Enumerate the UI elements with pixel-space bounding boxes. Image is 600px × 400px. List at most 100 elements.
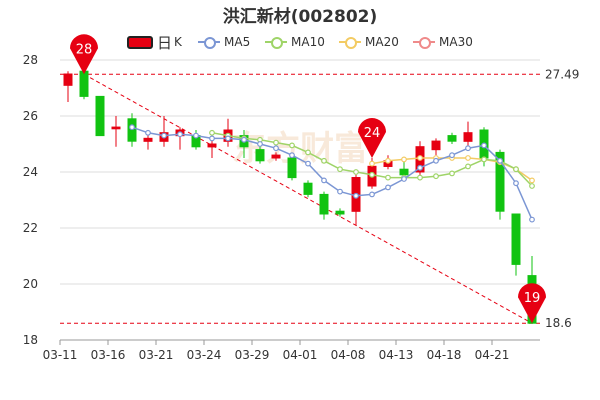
ma5-point [353, 192, 359, 199]
candle-body [79, 70, 89, 97]
legend-item-ma10[interactable]: MA10 [265, 31, 325, 53]
candle-body [335, 210, 345, 215]
candle [335, 208, 345, 217]
mid-price-pin: 24 [358, 118, 386, 158]
ma5-point [177, 131, 183, 138]
chart-title: 洪汇新材(002802) [222, 7, 378, 27]
ma5-point [337, 188, 343, 195]
candle [255, 144, 265, 164]
low-price-pin: 19 [518, 283, 546, 324]
legend-ma20-label: MA20 [365, 35, 399, 49]
x-tick-label: 04-21 [475, 348, 510, 362]
ma10-point [433, 173, 439, 180]
candle [431, 138, 441, 156]
ma5-point [321, 177, 327, 184]
candle [207, 135, 217, 158]
legend-item-k[interactable]: 日 K [127, 31, 182, 53]
legend-ma5-label: MA5 [224, 35, 251, 49]
candle-body [447, 135, 457, 142]
ma30-line-icon [413, 36, 435, 49]
candle [303, 180, 313, 198]
ma10-point [305, 149, 311, 156]
candle [511, 213, 521, 276]
k-candle-icon [127, 35, 153, 49]
ma5-point [433, 157, 439, 164]
x-tick-label: 03-21 [139, 348, 174, 362]
ma5-point [129, 124, 135, 131]
ma5-point [289, 152, 295, 159]
y-tick-label: 22 [23, 221, 38, 235]
ma5-point [257, 141, 263, 147]
legend-item-ma5[interactable]: MA5 [198, 31, 250, 53]
ma5-point [529, 216, 535, 223]
candle-body-fill [143, 137, 153, 142]
candle [95, 95, 105, 137]
candle-body-fill [63, 73, 73, 86]
ma20-point [529, 177, 535, 184]
ma10-point [289, 142, 295, 149]
x-tick-label: 04-18 [427, 348, 462, 362]
ma20-point [369, 160, 375, 167]
high-price-pin: 28 [70, 34, 98, 75]
y-tick-label: 24 [23, 165, 38, 179]
ma10-point [369, 171, 375, 178]
chart-legend: 日 K MA5 MA10 MA20 MA30 [0, 31, 600, 53]
candle [271, 152, 281, 161]
ma5-point [145, 129, 151, 136]
ma10-point [209, 129, 215, 136]
mid-price-pin-shape [358, 118, 386, 158]
ma5-point [161, 132, 167, 139]
ma10-point [337, 166, 343, 173]
x-tick-label: 03-16 [91, 348, 126, 362]
ma10-point [513, 166, 519, 173]
high-price-pin-shape [70, 34, 98, 75]
candle [111, 116, 121, 147]
y-tick-label: 20 [23, 277, 38, 291]
ma5-point [449, 152, 455, 159]
ma10-line-icon [265, 36, 287, 49]
ma10-point [449, 170, 455, 177]
legend-item-ma30[interactable]: MA30 [413, 31, 473, 53]
ma10-point [417, 174, 423, 181]
candle [287, 155, 297, 181]
candle [319, 191, 329, 220]
ma10-point [321, 157, 327, 164]
legend-ma10-label: MA10 [291, 35, 325, 49]
ma5-point [417, 164, 423, 171]
candle [63, 71, 73, 102]
plot-area [60, 60, 540, 340]
legend-k-label: 日 [157, 33, 173, 52]
top-reference-label: 27.49 [545, 67, 579, 81]
candle [463, 121, 473, 147]
ma20-point [465, 155, 471, 161]
candle-body-fill [431, 140, 441, 151]
candle-body [399, 168, 409, 176]
legend-item-ma20[interactable]: MA20 [339, 31, 399, 53]
candle-body [319, 193, 329, 215]
ma20-point [417, 155, 423, 161]
ma10-point [481, 156, 487, 163]
ma5-point [193, 132, 199, 139]
x-tick-label: 03-11 [43, 348, 78, 362]
y-tick-label: 18 [23, 333, 38, 347]
ma5-point [209, 135, 215, 142]
candle-body-fill [207, 143, 217, 148]
candle-body [303, 182, 313, 195]
ma5-point [273, 145, 279, 152]
x-tick-label: 04-13 [379, 348, 414, 362]
ma20-point [385, 157, 391, 164]
candle-body [287, 157, 297, 179]
ma10-point [273, 139, 279, 146]
trend-line [83, 73, 533, 324]
ma10-point [465, 163, 471, 170]
high-price-pin-label: 28 [76, 42, 93, 57]
ma5-point [465, 145, 471, 152]
candle-body-fill [111, 126, 121, 130]
ma5-point [241, 136, 247, 143]
candle [447, 132, 457, 144]
ma20-point [401, 156, 407, 163]
x-tick-label: 04-08 [331, 348, 366, 362]
ma5-point [401, 176, 407, 182]
ma5-point [513, 180, 519, 187]
